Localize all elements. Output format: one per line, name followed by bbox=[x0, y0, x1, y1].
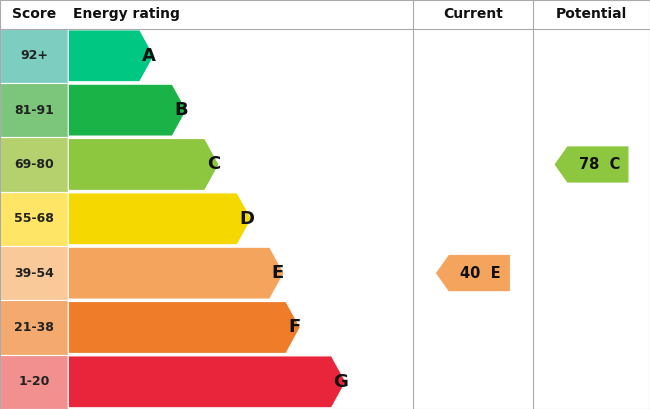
Bar bbox=[0, 300, 68, 355]
Bar bbox=[0, 355, 68, 409]
Bar bbox=[0, 83, 68, 137]
Polygon shape bbox=[68, 30, 154, 82]
Text: E: E bbox=[272, 264, 284, 282]
Polygon shape bbox=[554, 146, 629, 183]
Text: Potential: Potential bbox=[556, 7, 627, 21]
Text: 21-38: 21-38 bbox=[14, 321, 54, 334]
Bar bbox=[0, 246, 68, 300]
Text: C: C bbox=[207, 155, 220, 173]
Text: 40  E: 40 E bbox=[460, 266, 501, 281]
Text: Current: Current bbox=[443, 7, 503, 21]
Text: G: G bbox=[333, 373, 348, 391]
Text: 78  C: 78 C bbox=[578, 157, 620, 172]
Text: Score: Score bbox=[12, 7, 57, 21]
Text: 69-80: 69-80 bbox=[14, 158, 54, 171]
Text: A: A bbox=[142, 47, 155, 65]
Text: D: D bbox=[239, 210, 254, 228]
Bar bbox=[0, 192, 68, 246]
Text: 81-91: 81-91 bbox=[14, 103, 54, 117]
Polygon shape bbox=[68, 139, 219, 191]
Text: 39-54: 39-54 bbox=[14, 267, 54, 280]
Polygon shape bbox=[68, 247, 284, 299]
Bar bbox=[0, 29, 68, 83]
Text: Energy rating: Energy rating bbox=[73, 7, 180, 21]
Polygon shape bbox=[68, 193, 252, 245]
Text: 92+: 92+ bbox=[20, 49, 48, 62]
Polygon shape bbox=[68, 301, 300, 353]
Text: B: B bbox=[174, 101, 188, 119]
Text: 55-68: 55-68 bbox=[14, 212, 54, 225]
Bar bbox=[0, 137, 68, 192]
Text: 1-20: 1-20 bbox=[18, 375, 50, 388]
Polygon shape bbox=[68, 84, 187, 136]
Polygon shape bbox=[436, 255, 510, 292]
Text: F: F bbox=[288, 319, 300, 337]
Polygon shape bbox=[68, 356, 346, 408]
